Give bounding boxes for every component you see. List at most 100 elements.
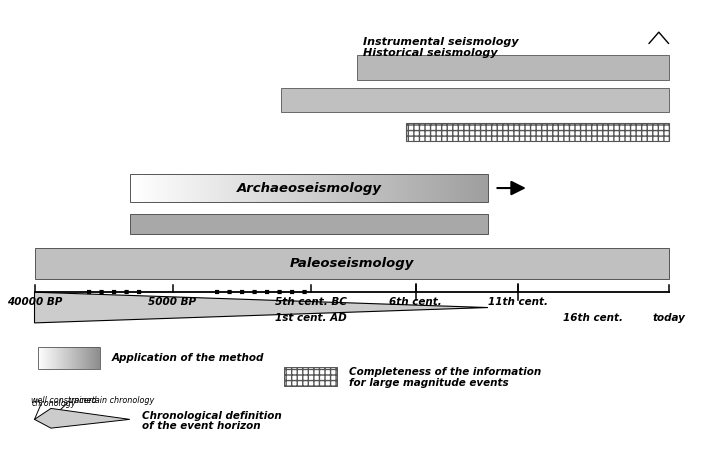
Text: Instrumental seismology: Instrumental seismology xyxy=(363,37,519,47)
Bar xyxy=(262,174,264,202)
Bar xyxy=(450,174,452,202)
Bar xyxy=(397,174,398,202)
Bar xyxy=(161,174,162,202)
Bar xyxy=(359,174,361,202)
Bar xyxy=(212,174,214,202)
Bar xyxy=(132,174,133,202)
Bar xyxy=(386,174,388,202)
Bar xyxy=(406,123,669,141)
Bar xyxy=(423,174,426,202)
Bar xyxy=(209,174,210,202)
Bar xyxy=(398,174,400,202)
Text: 5th cent. BC: 5th cent. BC xyxy=(275,296,346,307)
Bar xyxy=(148,174,149,202)
Bar xyxy=(264,174,266,202)
Bar xyxy=(185,174,187,202)
Bar xyxy=(259,174,261,202)
Bar xyxy=(353,174,355,202)
Bar xyxy=(261,174,262,202)
Bar xyxy=(290,174,291,202)
Bar xyxy=(241,174,243,202)
Bar xyxy=(368,174,369,202)
Bar xyxy=(486,174,488,202)
Bar xyxy=(280,174,282,202)
Bar xyxy=(144,174,146,202)
Bar xyxy=(191,174,193,202)
Bar xyxy=(182,174,184,202)
Bar xyxy=(300,174,301,202)
Bar xyxy=(196,174,198,202)
Bar xyxy=(381,174,382,202)
Bar xyxy=(153,174,155,202)
Bar xyxy=(320,174,321,202)
Bar xyxy=(158,174,161,202)
Bar xyxy=(281,88,669,112)
Bar xyxy=(236,174,237,202)
Text: 1st cent. AD: 1st cent. AD xyxy=(275,313,346,323)
Bar xyxy=(307,174,309,202)
Bar xyxy=(463,174,465,202)
Bar xyxy=(369,174,372,202)
Bar xyxy=(284,367,336,386)
Bar xyxy=(257,174,259,202)
Bar xyxy=(325,174,327,202)
Bar xyxy=(248,174,250,202)
Text: well constrained: well constrained xyxy=(32,396,97,405)
Bar xyxy=(293,174,294,202)
Bar xyxy=(361,174,362,202)
Bar xyxy=(177,174,178,202)
Bar xyxy=(481,174,482,202)
Bar xyxy=(282,174,284,202)
Bar xyxy=(168,174,169,202)
Bar xyxy=(341,174,343,202)
Bar xyxy=(180,174,182,202)
Bar xyxy=(239,174,241,202)
Bar xyxy=(442,174,443,202)
Bar xyxy=(475,174,477,202)
Bar xyxy=(374,174,375,202)
Bar xyxy=(219,174,221,202)
Bar xyxy=(169,174,171,202)
Bar xyxy=(252,174,253,202)
Bar xyxy=(34,248,669,279)
Bar xyxy=(484,174,486,202)
Bar xyxy=(427,174,429,202)
Bar xyxy=(130,174,132,202)
Bar xyxy=(284,174,285,202)
Bar xyxy=(404,174,406,202)
Text: 40000 BP: 40000 BP xyxy=(7,296,62,307)
Bar xyxy=(477,174,479,202)
Bar xyxy=(171,174,172,202)
Bar xyxy=(375,174,377,202)
Bar xyxy=(334,174,336,202)
Bar xyxy=(407,174,409,202)
Bar xyxy=(352,174,353,202)
Bar xyxy=(151,174,153,202)
Bar xyxy=(443,174,445,202)
Bar xyxy=(137,174,139,202)
Bar xyxy=(38,347,100,369)
Bar xyxy=(297,174,298,202)
Bar xyxy=(458,174,459,202)
Bar xyxy=(422,174,423,202)
Bar xyxy=(142,174,144,202)
Bar xyxy=(314,174,316,202)
Bar xyxy=(482,174,484,202)
Text: Historical seismology: Historical seismology xyxy=(363,48,498,58)
Bar xyxy=(237,174,239,202)
Bar xyxy=(466,174,468,202)
Bar xyxy=(253,174,255,202)
Bar xyxy=(350,174,352,202)
Bar xyxy=(187,174,189,202)
Bar xyxy=(388,174,390,202)
Bar xyxy=(409,174,411,202)
Bar xyxy=(316,174,318,202)
Bar xyxy=(305,174,307,202)
Bar xyxy=(304,174,305,202)
Bar xyxy=(230,174,232,202)
Bar xyxy=(311,174,313,202)
Bar xyxy=(430,174,433,202)
Bar xyxy=(327,174,329,202)
Bar xyxy=(452,174,454,202)
Bar xyxy=(456,174,458,202)
